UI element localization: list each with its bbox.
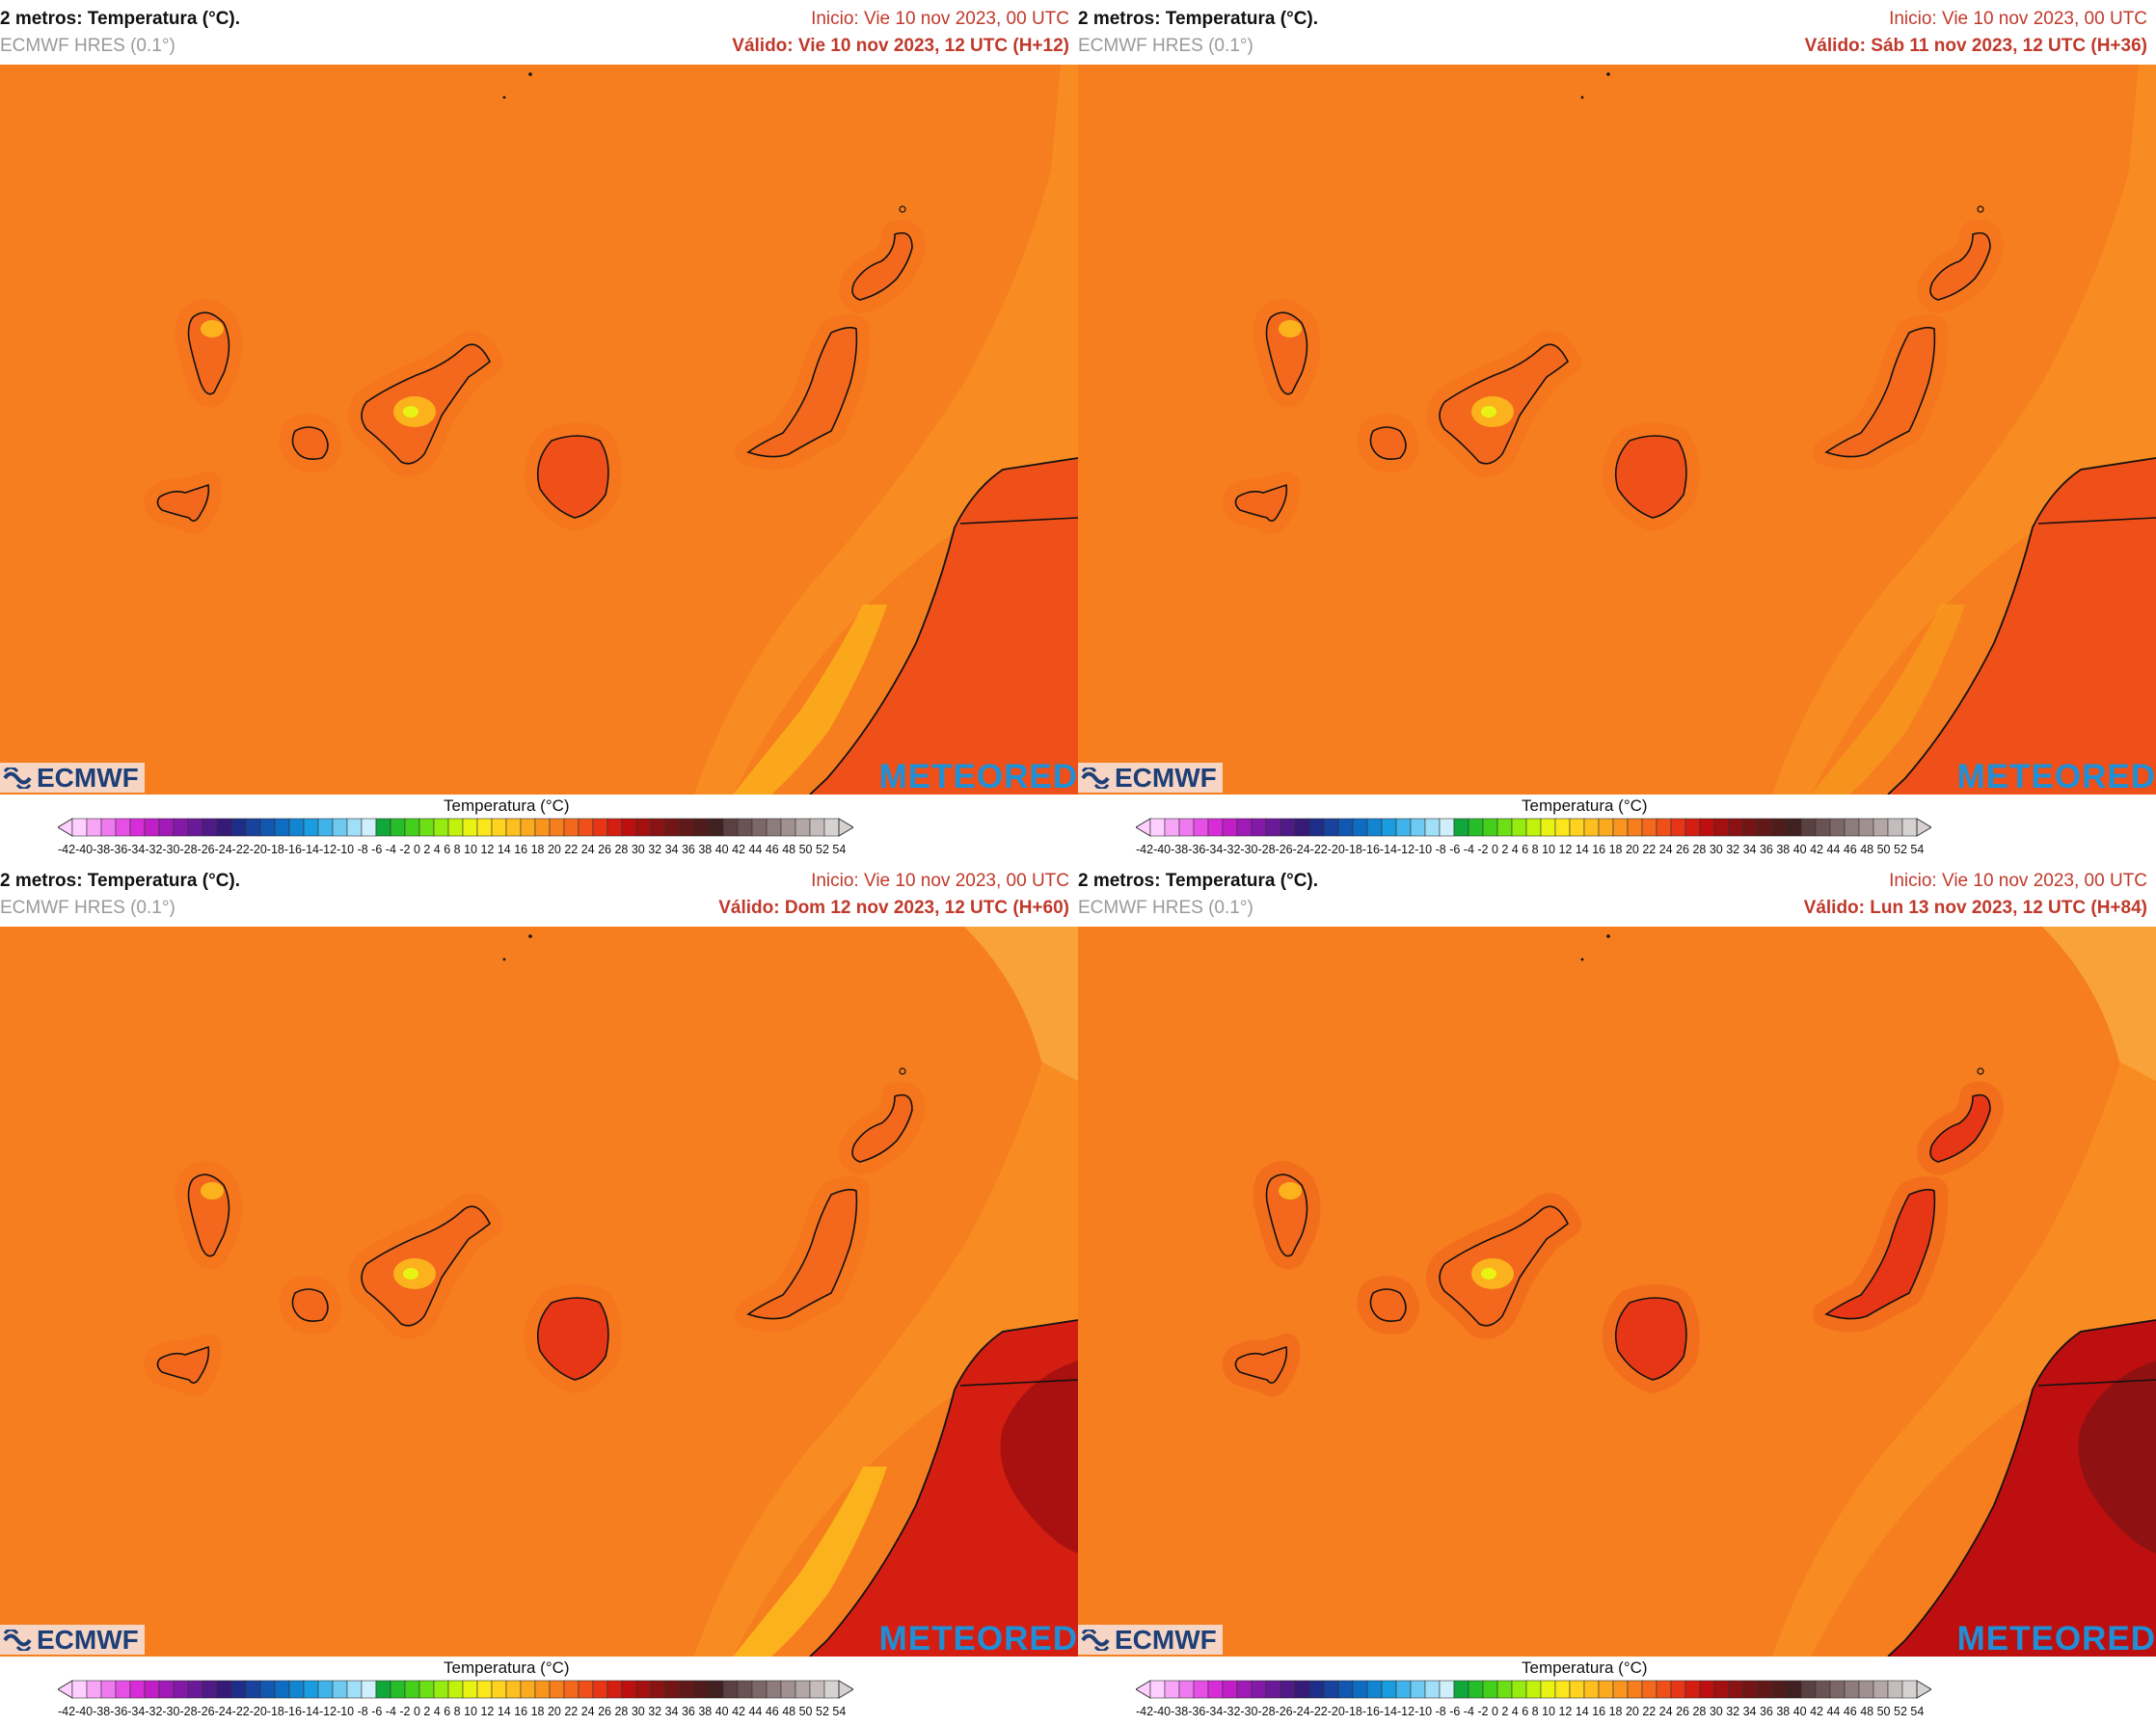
model-name: ECMWF HRES (0.1°)	[0, 36, 175, 56]
map-title: 2 metros: Temperatura (°C).	[0, 871, 241, 891]
legend-colorbar	[57, 1680, 854, 1704]
color-legend: Temperatura (°C) -42-40-38-36-34-32-30-2…	[1078, 795, 2156, 862]
init-time: Inicio: Vie 10 nov 2023, 00 UTC	[1889, 871, 2147, 891]
ecmwf-logo-text: ECMWF	[37, 1625, 139, 1655]
ecmwf-logo-icon	[1081, 767, 1110, 789]
ecmwf-logo-icon	[3, 1629, 32, 1651]
forecast-panel-4: 2 metros: Temperatura (°C). ECMWF HRES (…	[1078, 862, 2156, 1724]
ecmwf-logo-text: ECMWF	[37, 763, 139, 793]
meteored-logo: METEORED	[878, 758, 1078, 795]
temperature-map	[1078, 65, 2156, 795]
ecmwf-logo-icon	[3, 767, 32, 789]
init-time: Inicio: Vie 10 nov 2023, 00 UTC	[811, 9, 1069, 29]
model-name: ECMWF HRES (0.1°)	[1078, 898, 1253, 918]
map-title: 2 metros: Temperatura (°C).	[0, 9, 241, 29]
legend-title: Temperatura (°C)	[444, 1658, 570, 1677]
color-legend: Temperatura (°C) -42-40-38-36-34-32-30-2…	[0, 795, 1078, 862]
meteored-logo: METEORED	[878, 1620, 1078, 1658]
valid-time: Válido: Dom 12 nov 2023, 12 UTC (H+60)	[718, 898, 1069, 918]
color-legend: Temperatura (°C) -42-40-38-36-34-32-30-2…	[1078, 1657, 2156, 1724]
temperature-map	[1078, 927, 2156, 1657]
ecmwf-logo-text: ECMWF	[1115, 763, 1217, 793]
ecmwf-logo: ECMWF	[0, 1625, 145, 1655]
ecmwf-logo-icon	[1081, 1629, 1110, 1651]
temperature-map	[0, 65, 1078, 795]
init-time: Inicio: Vie 10 nov 2023, 00 UTC	[811, 871, 1069, 891]
legend-labels: -42-40-38-36-34-32-30-28-26-24-22-20-18-…	[58, 1705, 847, 1718]
legend-labels: -42-40-38-36-34-32-30-28-26-24-22-20-18-…	[58, 843, 847, 856]
model-name: ECMWF HRES (0.1°)	[0, 898, 175, 918]
ecmwf-logo-text: ECMWF	[1115, 1625, 1217, 1655]
model-name: ECMWF HRES (0.1°)	[1078, 36, 1253, 56]
meteored-logo: METEORED	[1956, 758, 2156, 795]
legend-title: Temperatura (°C)	[444, 796, 570, 815]
panel-header: 2 metros: Temperatura (°C). ECMWF HRES (…	[1078, 862, 2156, 927]
legend-colorbar	[57, 818, 854, 842]
map-title: 2 metros: Temperatura (°C).	[1078, 9, 1319, 29]
legend-colorbar	[1135, 1680, 1932, 1704]
temperature-map	[0, 927, 1078, 1657]
legend-title: Temperatura (°C)	[1522, 796, 1648, 815]
ecmwf-logo: ECMWF	[1078, 763, 1223, 793]
panel-header: 2 metros: Temperatura (°C). ECMWF HRES (…	[0, 862, 1078, 927]
panel-header: 2 metros: Temperatura (°C). ECMWF HRES (…	[1078, 0, 2156, 65]
ecmwf-logo: ECMWF	[0, 763, 145, 793]
meteored-logo: METEORED	[1956, 1620, 2156, 1658]
forecast-panel-1: 2 metros: Temperatura (°C). ECMWF HRES (…	[0, 0, 1078, 862]
color-legend: Temperatura (°C) -42-40-38-36-34-32-30-2…	[0, 1657, 1078, 1724]
legend-colorbar	[1135, 818, 1932, 842]
legend-title: Temperatura (°C)	[1522, 1658, 1648, 1677]
panel-header: 2 metros: Temperatura (°C). ECMWF HRES (…	[0, 0, 1078, 65]
legend-labels: -42-40-38-36-34-32-30-28-26-24-22-20-18-…	[1136, 843, 1925, 856]
forecast-panel-2: 2 metros: Temperatura (°C). ECMWF HRES (…	[1078, 0, 2156, 862]
valid-time: Válido: Vie 10 nov 2023, 12 UTC (H+12)	[732, 36, 1069, 56]
ecmwf-logo: ECMWF	[1078, 1625, 1223, 1655]
map-title: 2 metros: Temperatura (°C).	[1078, 871, 1319, 891]
forecast-panel-3: 2 metros: Temperatura (°C). ECMWF HRES (…	[0, 862, 1078, 1724]
valid-time: Válido: Sáb 11 nov 2023, 12 UTC (H+36)	[1804, 36, 2147, 56]
legend-labels: -42-40-38-36-34-32-30-28-26-24-22-20-18-…	[1136, 1705, 1925, 1718]
valid-time: Válido: Lun 13 nov 2023, 12 UTC (H+84)	[1803, 898, 2147, 918]
init-time: Inicio: Vie 10 nov 2023, 00 UTC	[1889, 9, 2147, 29]
